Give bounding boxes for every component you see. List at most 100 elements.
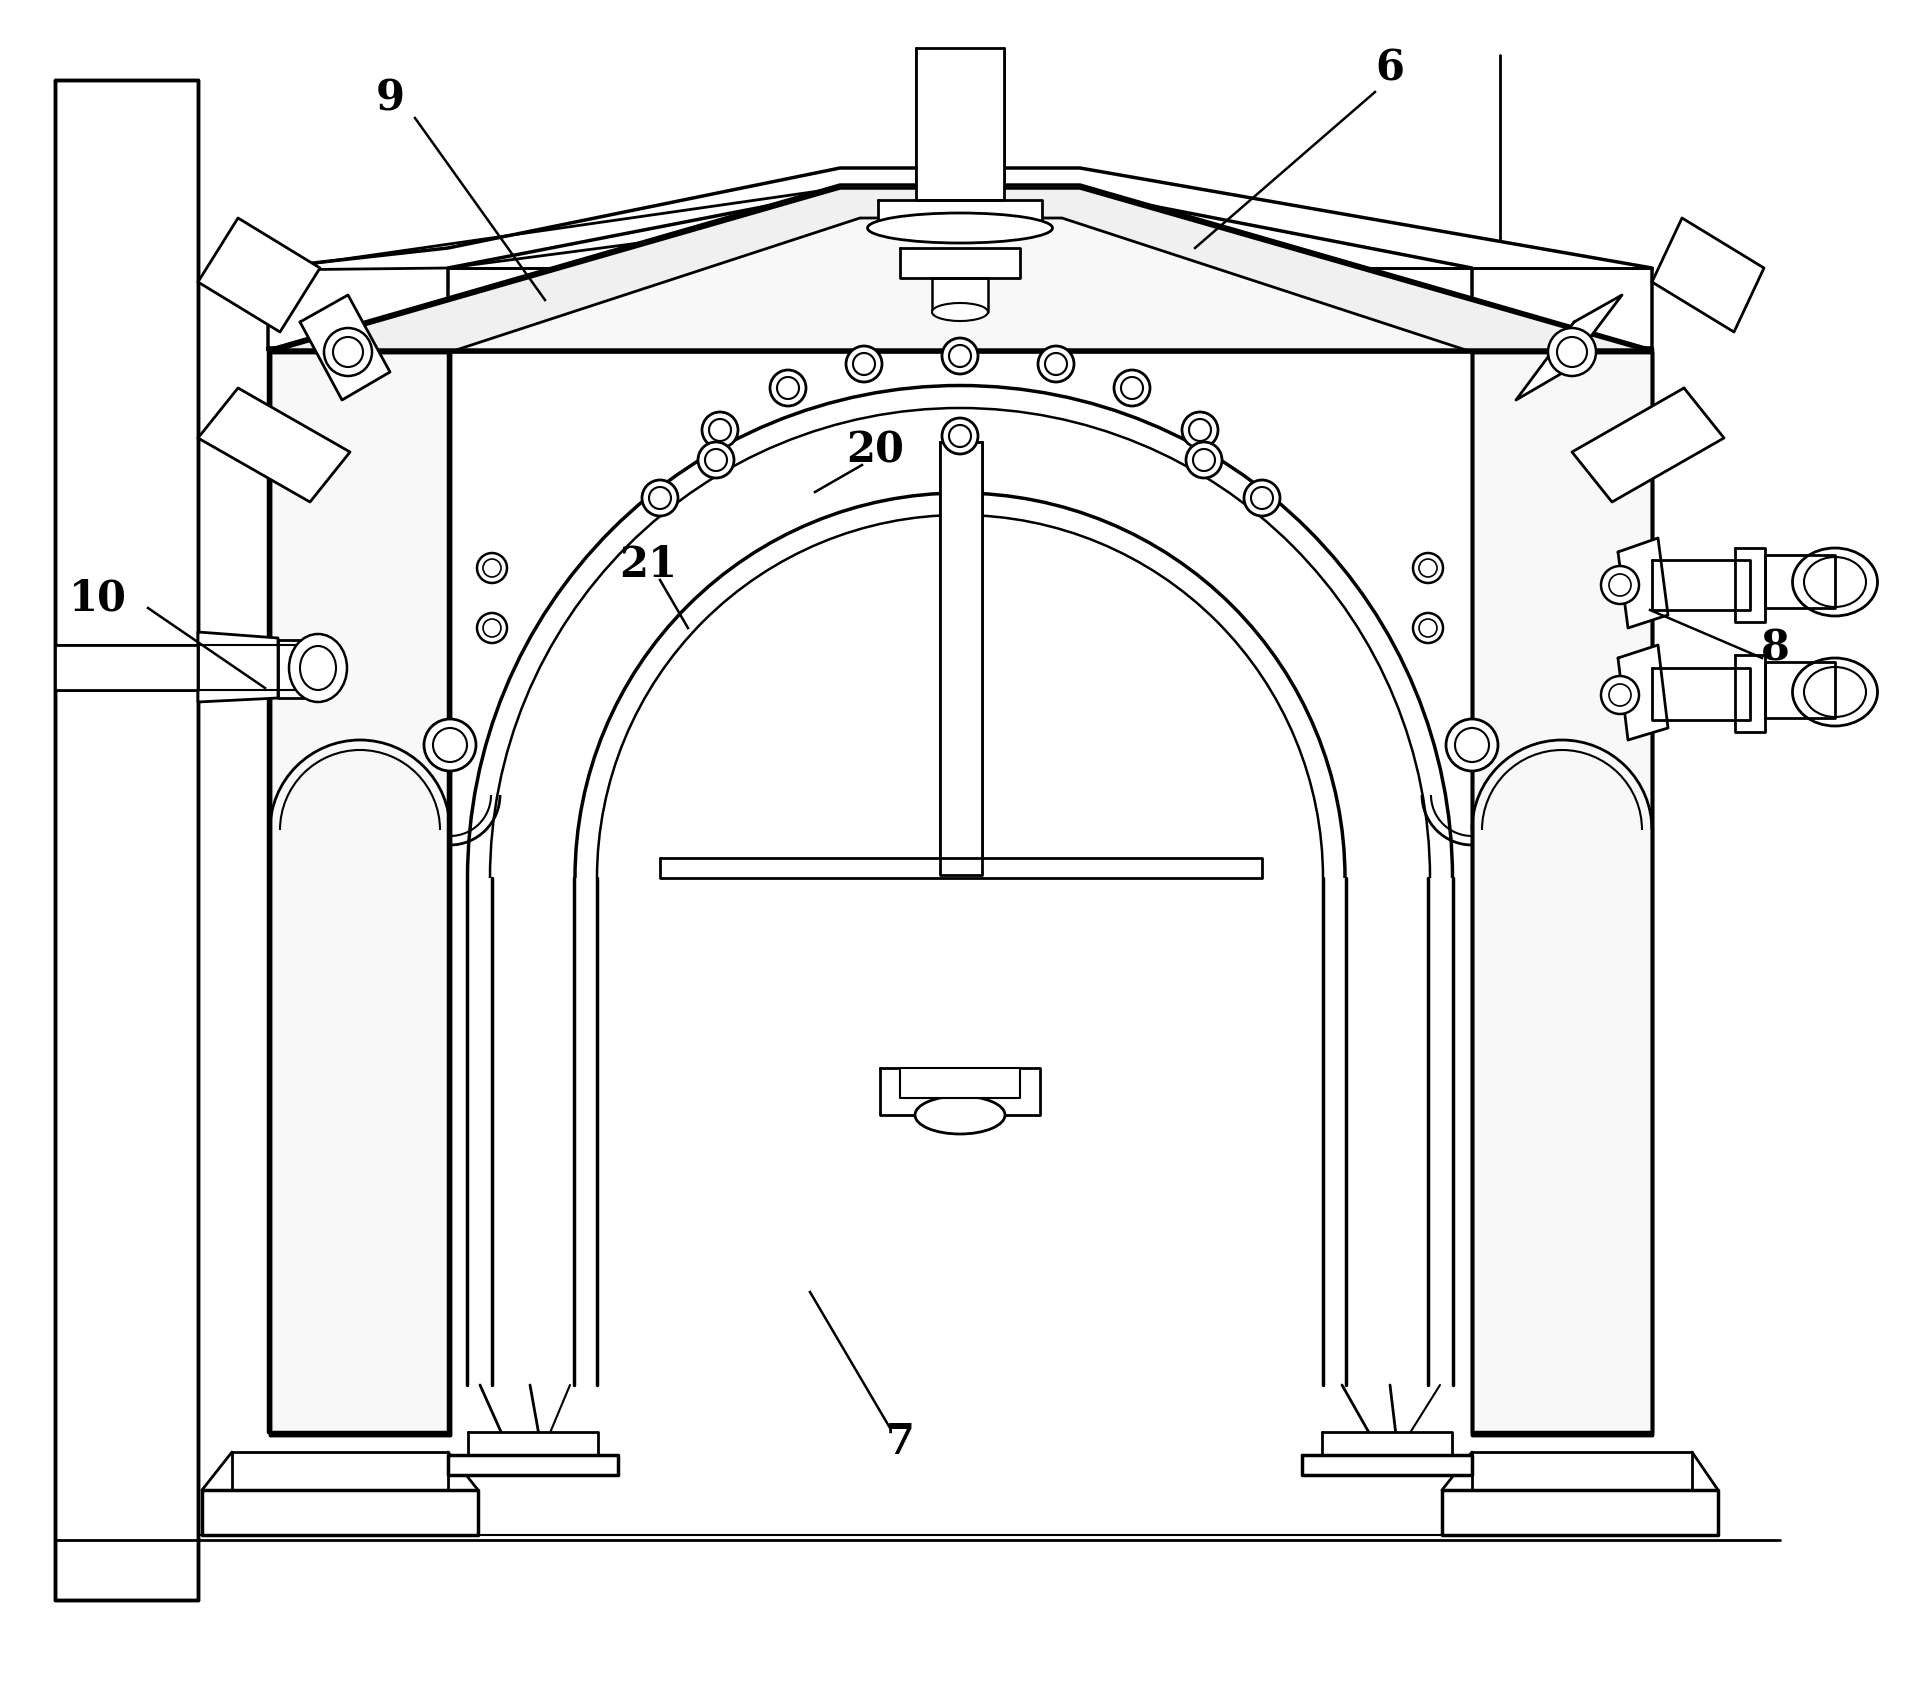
Ellipse shape [1609,574,1632,596]
Ellipse shape [942,339,978,374]
Ellipse shape [915,1096,1005,1133]
Ellipse shape [932,303,988,320]
Ellipse shape [1793,547,1878,617]
Ellipse shape [1413,613,1443,644]
Ellipse shape [867,213,1053,242]
Ellipse shape [1547,329,1595,376]
Ellipse shape [1182,412,1219,447]
Polygon shape [198,632,279,701]
Ellipse shape [942,418,978,454]
Ellipse shape [642,479,678,517]
Polygon shape [233,1452,448,1491]
Ellipse shape [477,552,507,583]
Ellipse shape [771,369,805,407]
Ellipse shape [1038,346,1074,383]
Polygon shape [1442,1491,1718,1535]
Ellipse shape [300,645,336,689]
Polygon shape [1618,645,1668,740]
Ellipse shape [1190,418,1211,440]
Polygon shape [56,80,198,1601]
Ellipse shape [482,618,502,637]
Polygon shape [467,1431,598,1455]
Ellipse shape [949,346,971,368]
Polygon shape [899,247,1021,278]
Polygon shape [1572,388,1724,501]
Ellipse shape [1793,657,1878,727]
Polygon shape [269,188,1653,352]
Polygon shape [1653,219,1764,332]
Polygon shape [300,295,390,400]
Ellipse shape [1046,352,1067,374]
Ellipse shape [1601,566,1639,605]
Polygon shape [932,278,988,312]
Ellipse shape [846,346,882,383]
Ellipse shape [1601,676,1639,713]
Polygon shape [450,219,1472,352]
Ellipse shape [1244,479,1280,517]
Polygon shape [202,1491,479,1535]
Polygon shape [267,188,1061,269]
Polygon shape [1472,352,1653,1435]
Polygon shape [1653,561,1751,610]
Polygon shape [198,388,350,501]
Ellipse shape [650,486,671,508]
Text: 21: 21 [619,544,677,586]
Text: 6: 6 [1376,47,1405,90]
Polygon shape [899,1067,1021,1098]
Text: 9: 9 [375,76,404,119]
Polygon shape [1653,667,1751,720]
Ellipse shape [698,442,734,478]
Polygon shape [267,185,1653,351]
Text: 7: 7 [886,1421,915,1464]
Ellipse shape [1445,718,1497,771]
Ellipse shape [482,559,502,578]
Polygon shape [269,352,450,1435]
Polygon shape [1301,1455,1472,1475]
Polygon shape [56,645,198,689]
Polygon shape [267,347,448,1431]
Ellipse shape [1455,728,1490,762]
Ellipse shape [425,718,477,771]
Ellipse shape [1805,557,1866,606]
Ellipse shape [1557,337,1588,368]
Polygon shape [1736,656,1764,732]
Polygon shape [917,47,1003,200]
Ellipse shape [288,634,348,701]
Ellipse shape [333,337,363,368]
Text: 20: 20 [846,429,903,471]
Ellipse shape [705,449,727,471]
Ellipse shape [853,352,875,374]
Polygon shape [1764,556,1836,608]
Ellipse shape [325,329,373,376]
Polygon shape [1764,662,1836,718]
Text: 10: 10 [69,578,127,618]
Ellipse shape [1194,449,1215,471]
Polygon shape [878,200,1042,229]
Polygon shape [659,857,1263,877]
Ellipse shape [1805,667,1866,717]
Ellipse shape [1121,378,1144,400]
Polygon shape [1322,1431,1451,1455]
Polygon shape [267,168,1653,347]
Polygon shape [279,640,317,698]
Ellipse shape [1413,552,1443,583]
Ellipse shape [776,378,800,400]
Polygon shape [1472,347,1653,1431]
Ellipse shape [1418,559,1438,578]
Polygon shape [448,1455,619,1475]
Polygon shape [198,219,319,332]
Ellipse shape [1186,442,1222,478]
Ellipse shape [1251,486,1272,508]
Ellipse shape [1115,369,1149,407]
Ellipse shape [1418,618,1438,637]
Polygon shape [940,442,982,876]
Polygon shape [1472,1452,1691,1491]
Ellipse shape [949,425,971,447]
Polygon shape [1516,295,1622,400]
Ellipse shape [477,613,507,644]
Polygon shape [1736,547,1764,622]
Ellipse shape [709,418,730,440]
Ellipse shape [432,728,467,762]
Polygon shape [1618,539,1668,628]
Polygon shape [880,1067,1040,1115]
